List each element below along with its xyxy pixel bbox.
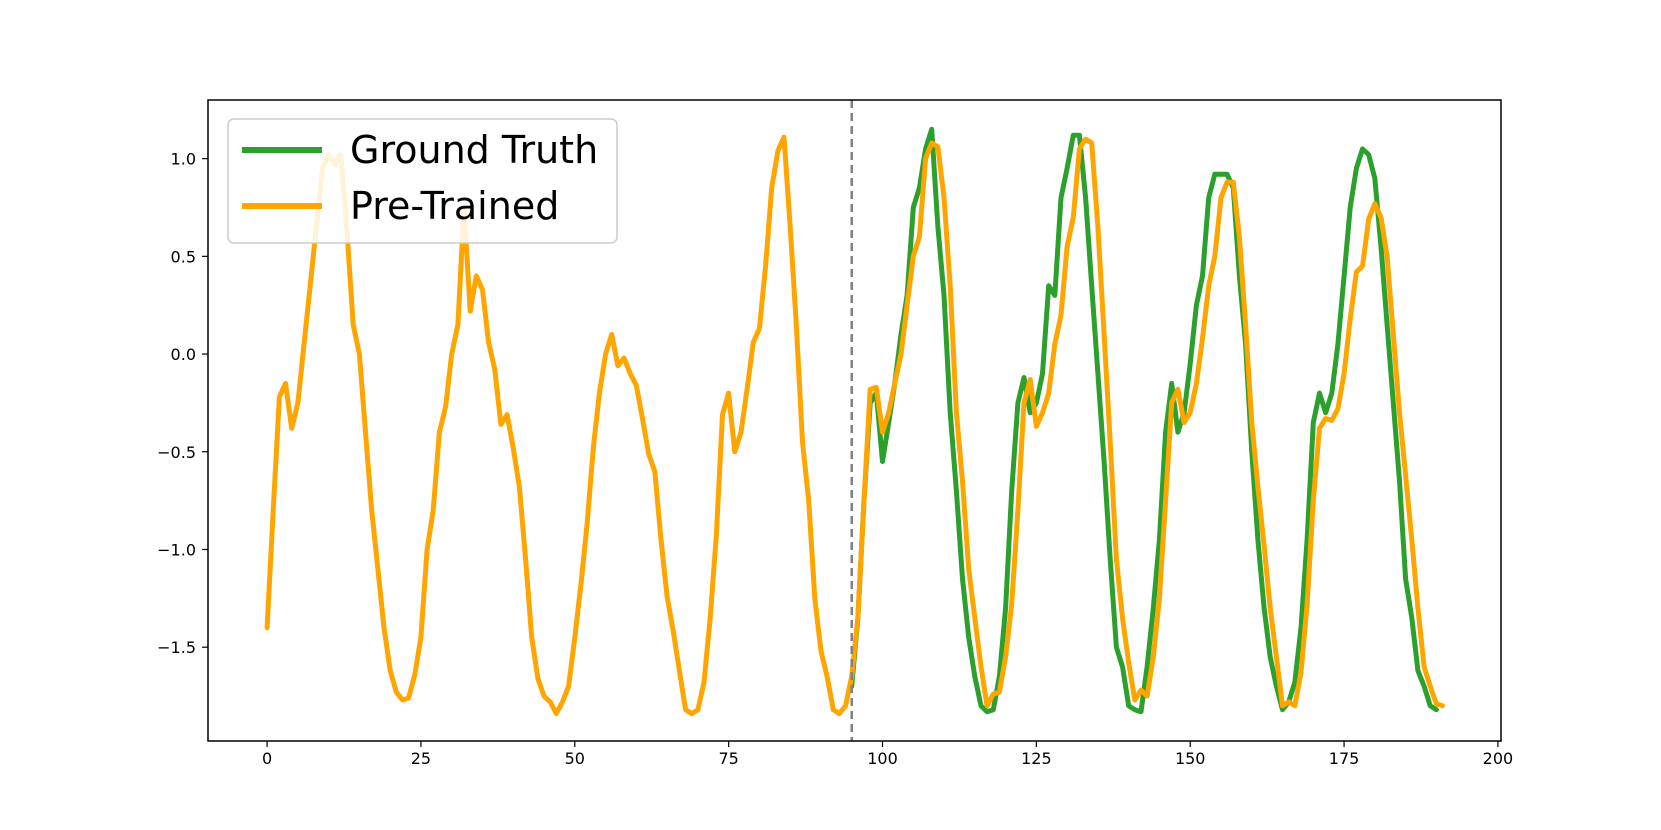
series-line-ground-truth [849, 126, 1439, 715]
y-tick-label: 0.0 [171, 345, 196, 364]
legend-box [227, 118, 618, 244]
x-tick-label: 100 [867, 749, 898, 768]
x-tick-label: 125 [1021, 749, 1052, 768]
x-tick-label: 75 [718, 749, 738, 768]
x-tick-label: 50 [565, 749, 585, 768]
x-tick-label: 25 [411, 749, 431, 768]
x-tick-label: 175 [1329, 749, 1360, 768]
y-tick-label: 1.0 [171, 150, 196, 169]
y-tick-label: −1.5 [157, 638, 196, 657]
legend-label-pre-trained: Pre-Trained [350, 184, 559, 228]
x-axis: 0 25 50 75 100 125 150 175 200 [262, 741, 1513, 768]
legend: Ground Truth Pre-Trained [227, 118, 618, 244]
y-axis: 1.0 0.5 0.0 −0.5 −1.0 −1.5 [157, 150, 208, 657]
x-tick-label: 200 [1483, 749, 1514, 768]
y-tick-label: −0.5 [157, 443, 196, 462]
y-tick-label: 0.5 [171, 247, 196, 266]
plot-frame [207, 99, 1502, 742]
x-tick-label: 150 [1175, 749, 1206, 768]
legend-label-ground-truth: Ground Truth [350, 128, 598, 172]
x-tick-label: 0 [262, 749, 272, 768]
y-tick-label: −1.0 [157, 540, 196, 559]
